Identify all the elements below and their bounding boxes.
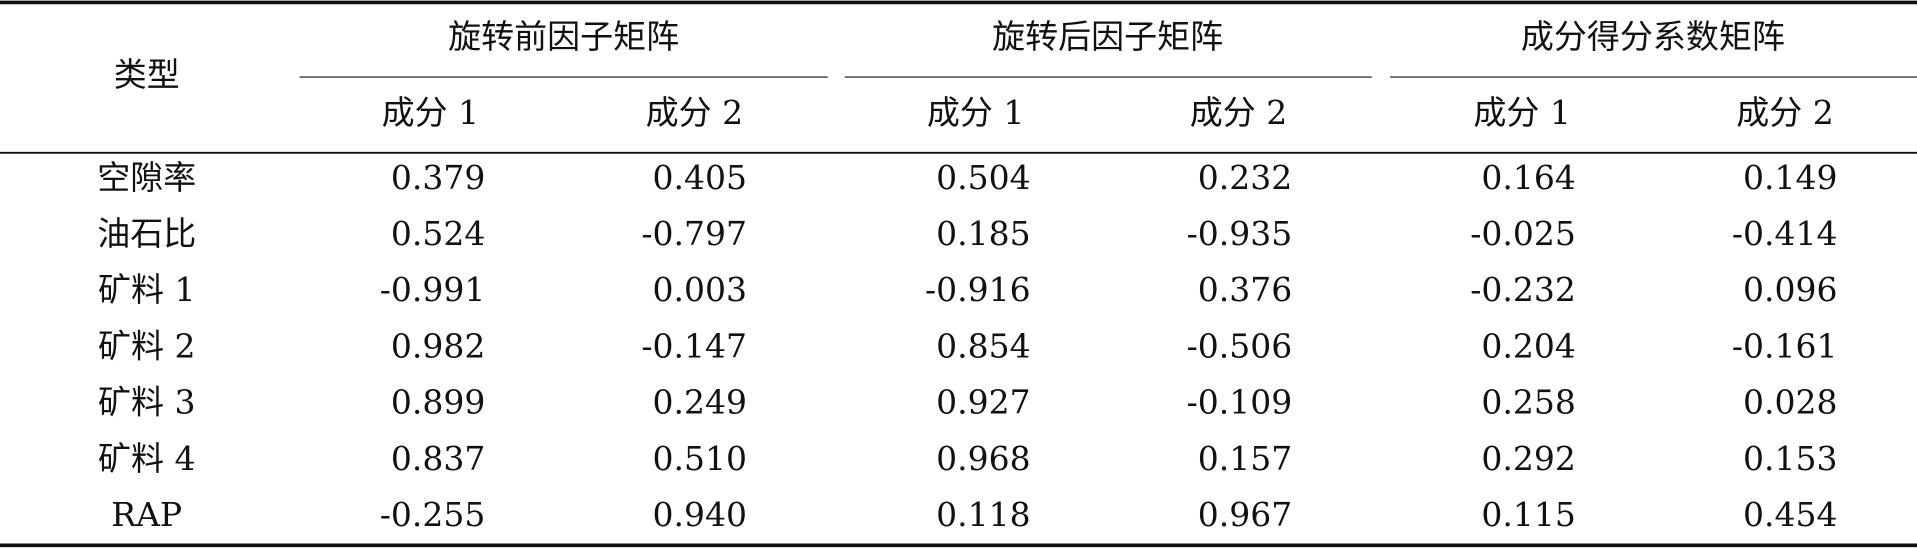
cell-value: -0.147 bbox=[641, 326, 747, 365]
row-label: 油石比 bbox=[97, 214, 196, 253]
cell-value: -0.991 bbox=[380, 270, 486, 309]
cell-value: 0.982 bbox=[391, 326, 485, 365]
cell-value: -0.232 bbox=[1470, 270, 1576, 309]
cell-value: 0.510 bbox=[653, 439, 747, 478]
row-label: 矿料 2 bbox=[98, 326, 196, 365]
group-header: 旋转后因子矩阵 bbox=[992, 17, 1223, 56]
group-header: 旋转前因子矩阵 bbox=[448, 17, 679, 56]
cell-value: 0.940 bbox=[653, 495, 747, 534]
row-label: 矿料 1 bbox=[98, 270, 196, 309]
sub-header: 成分 1 bbox=[1473, 93, 1571, 132]
cell-value: -0.414 bbox=[1732, 214, 1838, 253]
row-label: 矿料 4 bbox=[98, 439, 196, 478]
cell-value: 0.379 bbox=[391, 158, 485, 197]
cell-value: 0.504 bbox=[936, 158, 1030, 197]
cell-value: 0.376 bbox=[1198, 270, 1292, 309]
row-label: RAP bbox=[111, 495, 182, 534]
cell-value: 0.028 bbox=[1743, 383, 1837, 422]
row-label: 矿料 3 bbox=[98, 383, 196, 422]
type-header: 类型 bbox=[114, 55, 180, 94]
cell-value: 0.454 bbox=[1743, 495, 1837, 534]
cell-value: -0.935 bbox=[1187, 214, 1293, 253]
cell-value: -0.797 bbox=[641, 214, 747, 253]
sub-header: 成分 2 bbox=[1736, 93, 1834, 132]
cell-value: 0.096 bbox=[1743, 270, 1837, 309]
cell-value: 0.524 bbox=[391, 214, 485, 253]
cell-value: 0.258 bbox=[1481, 383, 1575, 422]
cell-value: 0.153 bbox=[1743, 439, 1837, 478]
cell-value: 0.837 bbox=[391, 439, 485, 478]
sub-header: 成分 2 bbox=[1190, 93, 1288, 132]
cell-value: 0.164 bbox=[1481, 158, 1575, 197]
cell-value: 0.118 bbox=[936, 495, 1030, 534]
cell-value: 0.292 bbox=[1481, 439, 1575, 478]
cell-value: 0.115 bbox=[1481, 495, 1575, 534]
sub-header: 成分 2 bbox=[646, 93, 744, 132]
cell-value: 0.149 bbox=[1743, 158, 1837, 197]
cell-value: 0.249 bbox=[653, 383, 747, 422]
cell-value: 0.157 bbox=[1198, 439, 1292, 478]
cell-value: 0.232 bbox=[1198, 158, 1292, 197]
cell-value: -0.916 bbox=[925, 270, 1031, 309]
cell-value: 0.003 bbox=[653, 270, 747, 309]
cell-value: -0.255 bbox=[380, 495, 486, 534]
cell-value: 0.204 bbox=[1481, 326, 1575, 365]
cell-value: 0.405 bbox=[653, 158, 747, 197]
cell-value: 0.927 bbox=[936, 383, 1030, 422]
cell-value: 0.967 bbox=[1198, 495, 1292, 534]
cell-value: -0.161 bbox=[1732, 326, 1838, 365]
sub-header: 成分 1 bbox=[927, 93, 1025, 132]
cell-value: -0.506 bbox=[1187, 326, 1293, 365]
cell-value: 0.854 bbox=[936, 326, 1030, 365]
cell-value: -0.109 bbox=[1187, 383, 1293, 422]
cell-value: -0.025 bbox=[1470, 214, 1576, 253]
sub-header: 成分 1 bbox=[382, 93, 480, 132]
cell-value: 0.968 bbox=[936, 439, 1030, 478]
group-header: 成分得分系数矩阵 bbox=[1521, 17, 1785, 56]
cell-value: 0.185 bbox=[936, 214, 1030, 253]
cell-value: 0.899 bbox=[391, 383, 485, 422]
row-label: 空隙率 bbox=[97, 158, 196, 197]
